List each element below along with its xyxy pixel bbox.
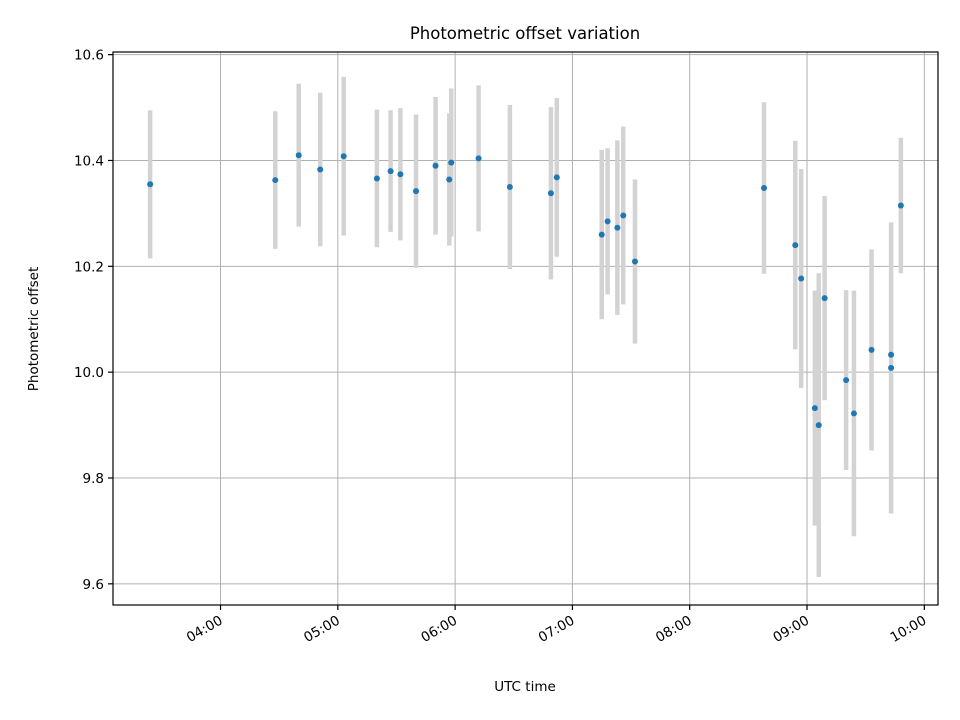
data-point bbox=[897, 202, 904, 209]
data-point bbox=[547, 190, 554, 197]
data-point bbox=[821, 295, 828, 302]
plot-frame bbox=[112, 51, 939, 606]
data-point bbox=[373, 175, 380, 182]
data-point bbox=[446, 176, 453, 183]
data-point bbox=[815, 422, 822, 429]
data-point bbox=[272, 177, 279, 184]
data-point bbox=[432, 162, 439, 169]
data-point bbox=[631, 258, 638, 265]
data-point bbox=[614, 224, 621, 231]
data-point bbox=[475, 155, 482, 162]
data-point bbox=[868, 346, 875, 353]
data-point bbox=[317, 166, 324, 173]
data-point bbox=[147, 181, 154, 188]
x-tick-label: 08:00 bbox=[653, 613, 695, 646]
y-tick-label: 9.6 bbox=[83, 577, 104, 593]
y-tick-label: 10.2 bbox=[74, 259, 104, 275]
data-point bbox=[506, 183, 513, 190]
data-point bbox=[792, 242, 799, 249]
x-tick-label: 05:00 bbox=[301, 613, 343, 646]
x-tick-label: 09:00 bbox=[770, 613, 812, 646]
y-tick-label: 10.6 bbox=[74, 48, 104, 64]
y-axis-label: Photometric offset bbox=[26, 267, 42, 391]
data-point bbox=[761, 185, 768, 192]
y-tick-label: 10.0 bbox=[74, 365, 104, 381]
x-tick-label: 06:00 bbox=[418, 613, 460, 646]
x-tick-label: 04:00 bbox=[184, 613, 226, 646]
data-point bbox=[850, 410, 857, 417]
data-point bbox=[413, 188, 420, 195]
y-axis-ticks: 9.6 9.8 10.0 10.2 10.4 10.6 bbox=[74, 48, 113, 593]
data-point bbox=[295, 152, 302, 159]
x-axis-ticks: 04:00 05:00 06:00 07:00 08:00 09:00 10:00 bbox=[184, 605, 929, 646]
data-point bbox=[598, 231, 605, 238]
y-tick-label: 10.4 bbox=[74, 153, 104, 169]
data-point bbox=[888, 364, 895, 371]
data-point bbox=[888, 351, 895, 358]
data-point bbox=[843, 377, 850, 384]
data-point bbox=[620, 212, 627, 219]
x-tick-label: 07:00 bbox=[536, 613, 578, 646]
y-tick-label: 9.8 bbox=[83, 471, 104, 487]
data-point bbox=[811, 405, 818, 412]
data-point bbox=[604, 218, 611, 225]
chart-title: Photometric offset variation bbox=[410, 24, 640, 43]
data-point bbox=[387, 168, 394, 175]
data-point bbox=[397, 171, 404, 178]
error-bars bbox=[147, 76, 904, 577]
x-axis-label: UTC time bbox=[494, 679, 556, 695]
data-point bbox=[798, 275, 805, 282]
data-point bbox=[340, 153, 347, 160]
data-point bbox=[448, 159, 455, 166]
data-point bbox=[553, 174, 560, 181]
data-points bbox=[147, 152, 904, 429]
x-tick-label: 10:00 bbox=[888, 613, 930, 646]
